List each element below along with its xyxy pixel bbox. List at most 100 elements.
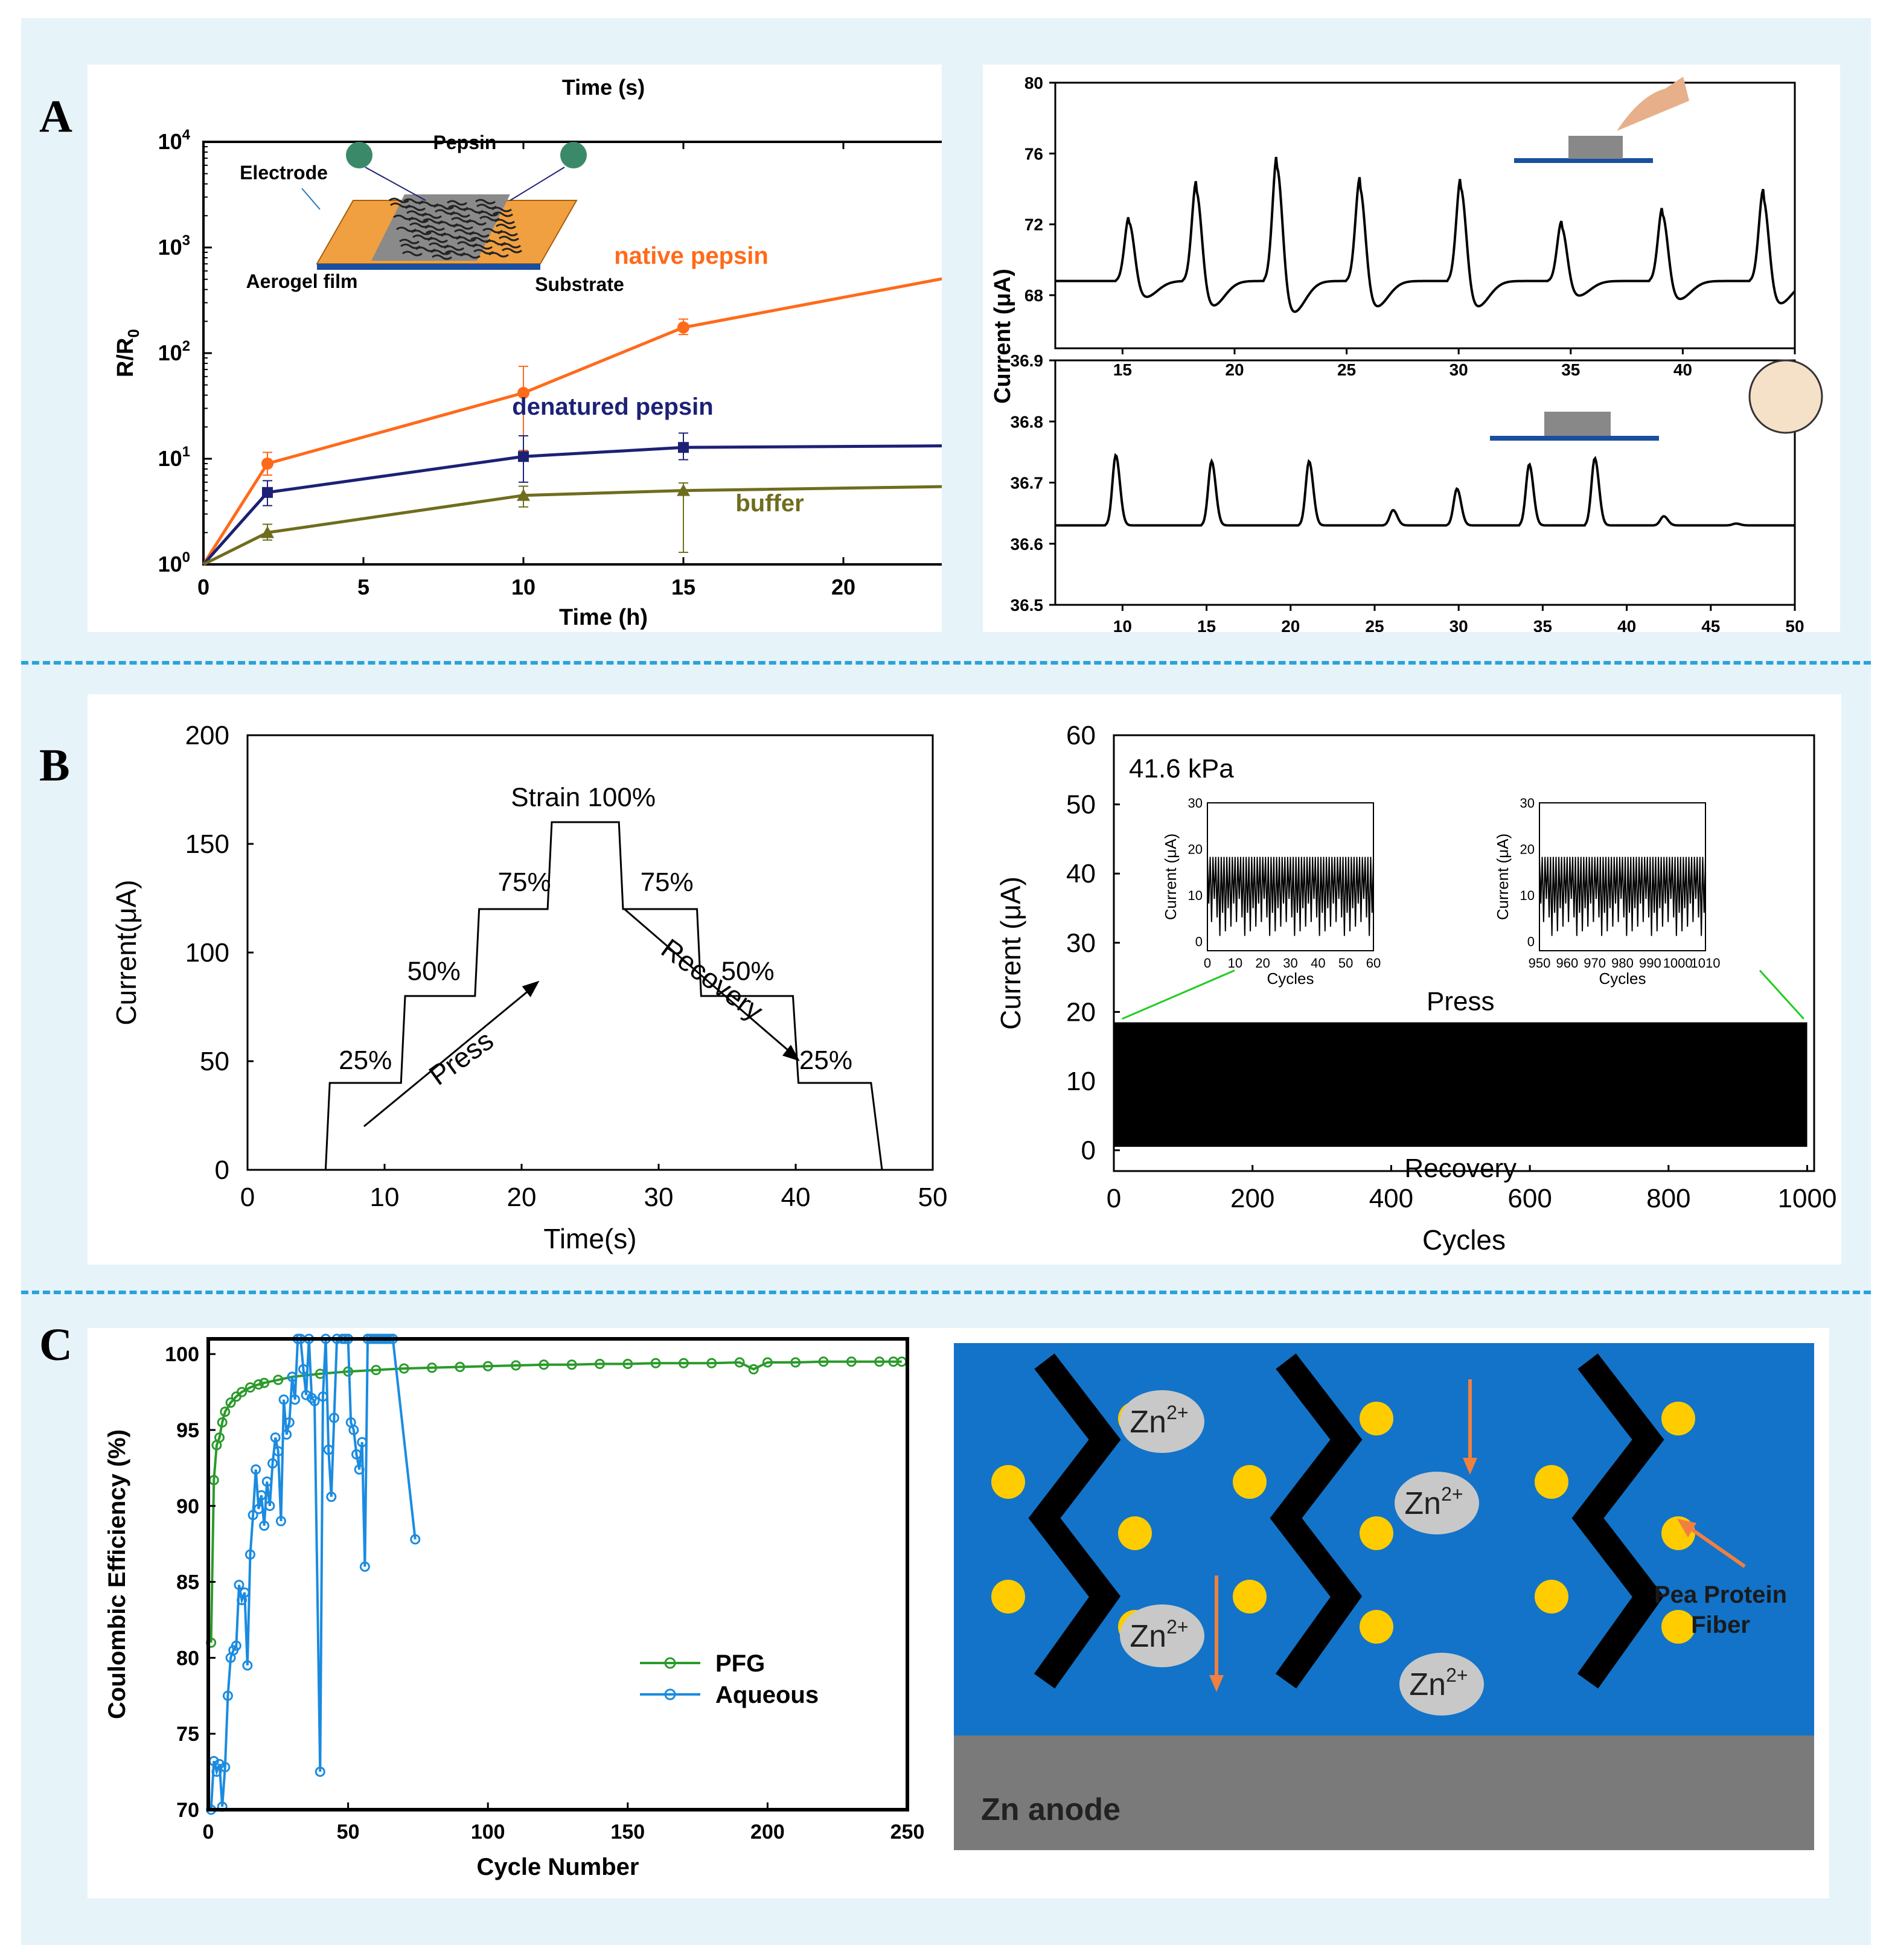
y-tick-label: 100 <box>185 938 229 968</box>
data-point <box>790 1357 801 1368</box>
data-point <box>566 1359 577 1370</box>
binding-site <box>1360 1402 1393 1435</box>
zn-ion <box>1399 1653 1484 1716</box>
data-point <box>270 1432 281 1443</box>
chart-title: Time (s) <box>562 75 645 100</box>
y-tick-label: 80 <box>1024 74 1043 92</box>
y-tick-label: 75 <box>176 1723 199 1746</box>
press-label: Press <box>1427 987 1494 1017</box>
y-axis-label: Current(μA) <box>110 879 142 1025</box>
data-point <box>318 1391 328 1402</box>
data-point <box>315 1766 325 1777</box>
legend-label: Aqueous <box>715 1682 819 1708</box>
aerogel-texture <box>393 214 414 220</box>
data-point <box>287 1371 298 1382</box>
zn-ion <box>1120 1390 1204 1453</box>
x-tick-label: 0 <box>197 575 209 599</box>
binding-site <box>991 1465 1025 1499</box>
x-tick-label: 100 <box>471 1821 505 1843</box>
data-point <box>214 1432 225 1443</box>
y-tick-label: 68 <box>1024 286 1043 305</box>
x-tick-label: 30 <box>644 1183 674 1212</box>
aerogel-texture <box>499 235 519 241</box>
data-point <box>281 1429 292 1440</box>
data-point <box>354 1464 365 1475</box>
divider-ab <box>21 661 1871 665</box>
aerogel-texture <box>493 211 513 217</box>
data-point <box>273 1446 284 1457</box>
divider-bc <box>21 1291 1871 1294</box>
x-tick-label: 40 <box>1673 360 1692 379</box>
series-line-PFG <box>209 1360 902 1643</box>
y-axis-label: Current (μA) <box>995 876 1026 1030</box>
data-point <box>326 1492 337 1502</box>
data-point <box>284 1417 295 1428</box>
aerogel-texture <box>400 243 421 249</box>
finger-icon <box>1617 77 1689 131</box>
y-tick-label: 85 <box>176 1571 199 1594</box>
x-tick-label: 30 <box>1450 360 1468 379</box>
x-tick-label: 25 <box>1365 617 1384 632</box>
data-point <box>290 1394 301 1405</box>
data-point <box>267 1458 278 1469</box>
x-axis-label: Time(s) <box>543 1223 636 1254</box>
series-line-1 <box>202 444 972 566</box>
y-tick-label: 76 <box>1024 144 1043 163</box>
binding-site <box>1360 1516 1393 1550</box>
aerogel-texture <box>402 251 423 257</box>
legend-marker <box>664 1657 676 1669</box>
binding-site <box>1661 1610 1695 1644</box>
y-tick-label: 50 <box>1066 790 1096 820</box>
series-label: native pepsin <box>614 243 769 269</box>
x-tick-label: 600 <box>1507 1184 1552 1213</box>
inset-x-tick-label: 60 <box>1366 956 1381 971</box>
inset-x-tick-label: 10 <box>1228 956 1242 971</box>
panel-a2: 1520253035404568727680101520253035404550… <box>983 65 1840 636</box>
inset-y-label: Current (μA) <box>1162 834 1180 921</box>
y-tick-label: 36.6 <box>1011 535 1044 554</box>
inset-x-tick-label: 990 <box>1639 956 1661 971</box>
y-tick-label: 104 <box>158 127 191 154</box>
x-tick-label: 50 <box>1785 617 1804 632</box>
y-tick-label: 100 <box>158 549 190 576</box>
x-tick-label: 10 <box>1113 617 1132 632</box>
zn-anode <box>954 1735 1814 1850</box>
data-point <box>245 1382 255 1393</box>
inset-x-tick-label: 30 <box>1283 956 1297 971</box>
inset-x-tick-label: 980 <box>1611 956 1634 971</box>
aerogel-texture <box>454 229 475 235</box>
x-tick-label: 200 <box>1230 1184 1274 1213</box>
data-point <box>261 526 274 538</box>
signal-trace <box>1055 453 1795 527</box>
panel-b: 0 10 20 30 40 50 0 50 100 150 200 25% 50% 75% Strain 1… <box>88 694 1841 1265</box>
binding-site <box>1661 1402 1695 1435</box>
binding-site <box>991 1580 1025 1614</box>
aerogel-texture <box>496 223 516 229</box>
aerogel-texture <box>502 247 522 254</box>
inset-y-tick-label: 10 <box>1188 888 1203 903</box>
inset-y-tick-label: 20 <box>1188 842 1203 857</box>
panel-label-b: B <box>39 740 70 791</box>
inset-trace <box>1207 857 1374 936</box>
y-tick-label: 40 <box>1066 859 1096 889</box>
y-tick-label: 150 <box>185 829 229 859</box>
x-tick-label: 35 <box>1533 617 1552 632</box>
data-point <box>261 1476 272 1487</box>
protein-fiber <box>1028 1353 1121 1689</box>
step-label: 75% <box>641 867 694 897</box>
x-tick-label: 20 <box>507 1183 537 1212</box>
data-point <box>245 1549 255 1560</box>
inset-label-electrode: Electrode <box>240 162 328 184</box>
y-tick-label: 95 <box>176 1419 199 1442</box>
pointer <box>301 188 321 210</box>
y-tick-label: 36.7 <box>1011 474 1044 493</box>
data-point <box>222 1690 233 1701</box>
panel-a1: Time (s)0510152025100101102103104Time (h… <box>88 65 1015 632</box>
signal-trace <box>1055 156 1796 313</box>
data-point <box>328 1413 339 1423</box>
series-label: denatured pepsin <box>512 394 713 420</box>
zn-anode-label: Zn anode <box>981 1792 1120 1827</box>
aerogel-texture <box>409 222 430 228</box>
x-tick-label: 15 <box>1113 360 1132 379</box>
data-point <box>262 487 273 498</box>
